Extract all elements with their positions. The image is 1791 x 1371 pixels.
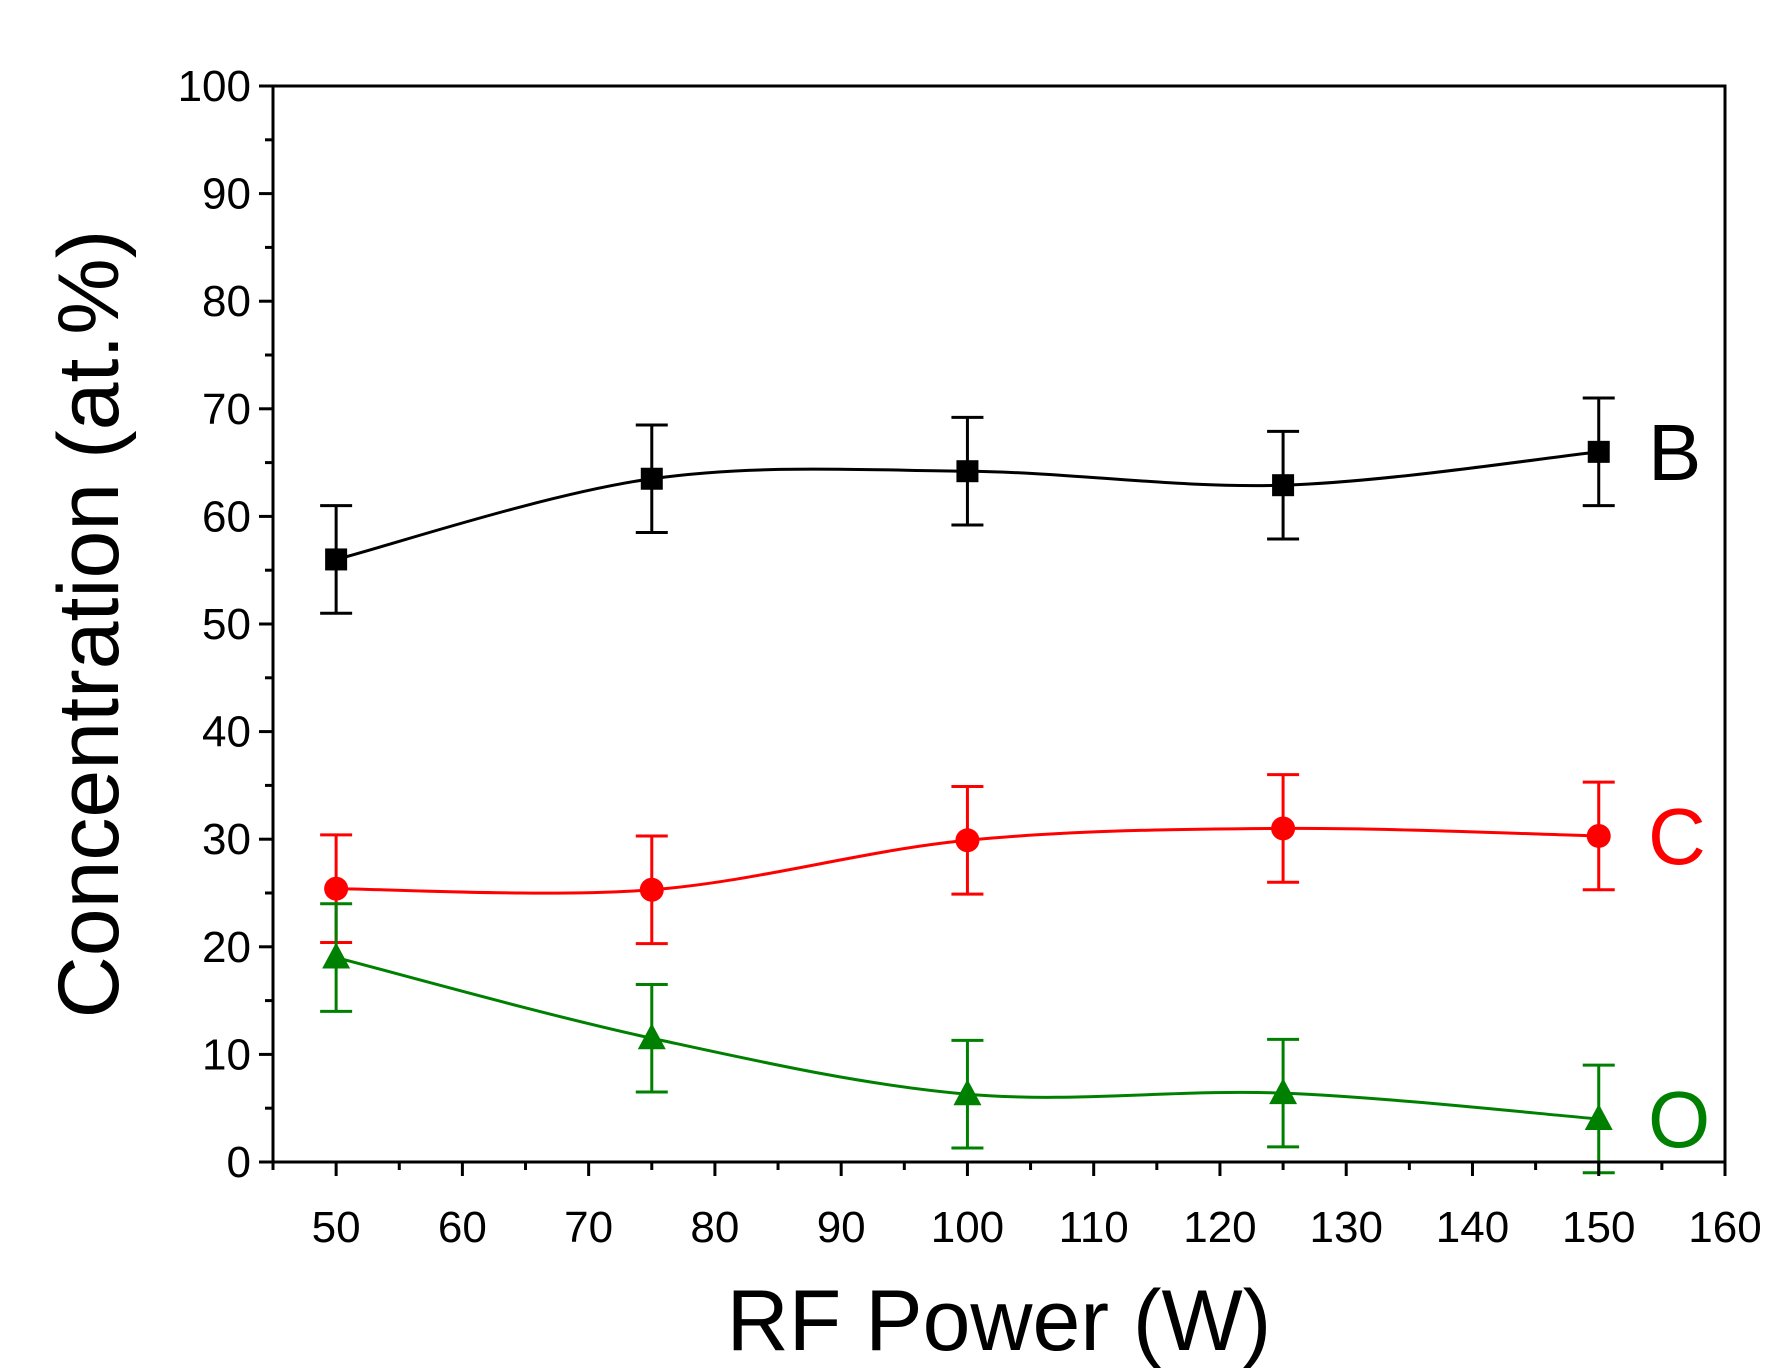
y-axis-title: Concentration (at.%) (41, 230, 137, 1019)
x-tick-label: 70 (564, 1203, 613, 1252)
series-o-label: O (1648, 1075, 1710, 1164)
y-tick-label: 40 (202, 708, 251, 757)
data-point (955, 828, 980, 853)
x-tick-label: 140 (1436, 1203, 1509, 1252)
x-tick-label: 90 (817, 1203, 866, 1252)
data-point (1272, 474, 1295, 497)
series-layer: B C O (320, 396, 1710, 1175)
x-tick-label: 160 (1688, 1203, 1761, 1252)
y-tick-label: 100 (178, 62, 251, 111)
series-b: B (320, 396, 1701, 615)
data-point (639, 877, 664, 902)
series-b-label: B (1648, 408, 1701, 497)
x-tick-label: 150 (1562, 1203, 1635, 1252)
data-point (1269, 1078, 1298, 1105)
series-c-label: C (1648, 792, 1706, 881)
x-tick-label: 80 (690, 1203, 739, 1252)
y-tick-label: 30 (202, 815, 251, 864)
data-point (324, 876, 349, 901)
x-axis-title: RF Power (W) (727, 1273, 1272, 1369)
data-point (1587, 440, 1610, 463)
data-point (953, 1079, 982, 1106)
data-point (637, 1023, 666, 1050)
x-tick-label: 130 (1310, 1203, 1383, 1252)
plot-frame (271, 84, 1727, 1164)
y-tick-label: 10 (202, 1030, 251, 1079)
series-o: O (320, 902, 1710, 1175)
data-point (322, 942, 351, 969)
data-point (1586, 823, 1611, 848)
y-tick-label: 60 (202, 492, 251, 541)
y-tick-label: 20 (202, 923, 251, 972)
data-point (956, 460, 979, 483)
x-tick-label: 50 (312, 1203, 361, 1252)
y-tick-label: 50 (202, 600, 251, 649)
x-tick-label: 60 (438, 1203, 487, 1252)
y-tick-label: 80 (202, 277, 251, 326)
axes-layer: 0 10 20 30 40 50 60 70 80 90 100 50 60 70 80 90 100 110 12… (178, 62, 1762, 1252)
series-c: C (320, 773, 1706, 946)
data-point (640, 467, 663, 490)
y-tick-label: 90 (202, 170, 251, 219)
x-tick-label: 110 (1059, 1203, 1129, 1252)
x-tick-label: 120 (1183, 1203, 1256, 1252)
data-point (325, 548, 348, 571)
y-tick-label: 70 (202, 385, 251, 434)
x-tick-label: 100 (931, 1203, 1004, 1252)
data-point (1271, 816, 1296, 841)
data-point (1584, 1103, 1613, 1130)
y-tick-label: 0 (227, 1138, 251, 1187)
